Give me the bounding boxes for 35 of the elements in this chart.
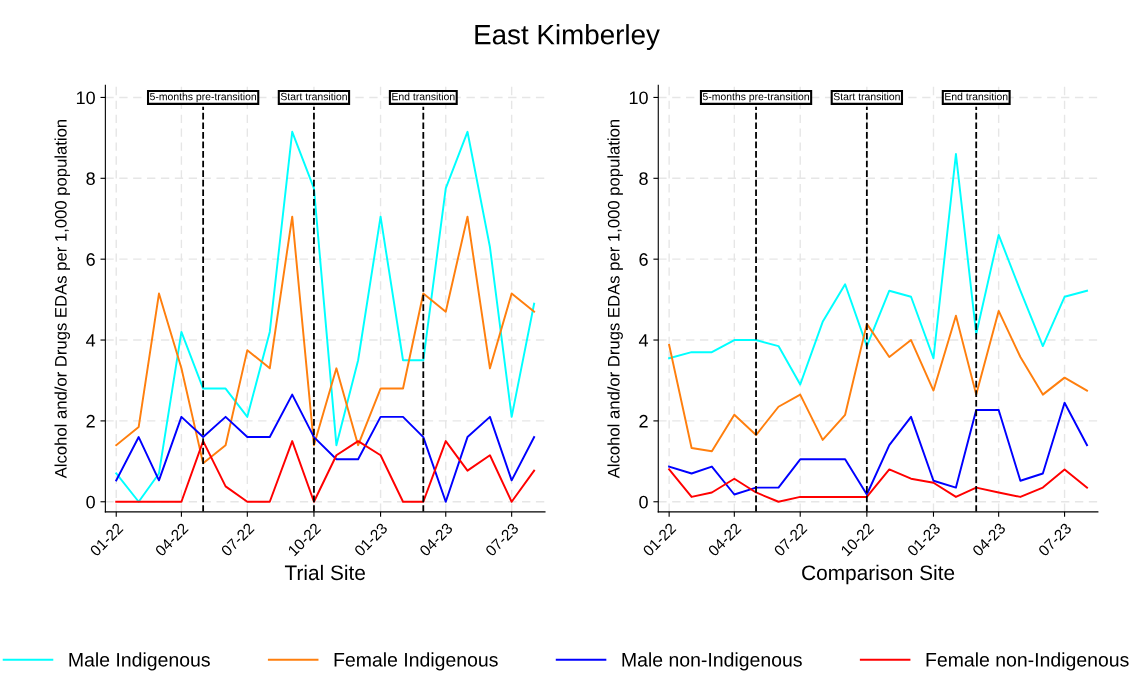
y-tick-label: 6 xyxy=(639,253,648,266)
ref-line-label: Start transition xyxy=(280,92,347,101)
y-axis-title: Alcohol and/or Drugs EDAs per 1,000 population xyxy=(607,119,623,479)
legend-label: Female Indigenous xyxy=(334,652,498,671)
y-tick-label: 0 xyxy=(639,495,648,509)
line-series xyxy=(115,130,536,503)
legend-label: Male non-Indigenous xyxy=(622,652,802,671)
y-tick-label: 8 xyxy=(639,172,648,186)
y-tick-label: 2 xyxy=(86,414,95,428)
x-axis-title: Trial Site xyxy=(284,564,365,581)
ref-line-label: End transition xyxy=(392,92,455,101)
line-series xyxy=(668,401,1088,496)
line-series xyxy=(115,393,536,503)
ref-line-label: 5-months pre-transition xyxy=(150,92,257,103)
y-tick-label: 0 xyxy=(86,495,95,509)
line-series xyxy=(115,440,536,503)
line-series xyxy=(668,309,1088,453)
line-series xyxy=(115,215,536,465)
y-tick-label: 8 xyxy=(86,172,95,186)
ref-line-label: 5-months pre-transition xyxy=(702,92,809,103)
y-tick-label: 4 xyxy=(638,334,649,347)
y-tick-label: 2 xyxy=(639,414,648,428)
legend-label: Male Indigenous xyxy=(69,652,210,671)
y-tick-label: 4 xyxy=(86,334,96,347)
x-axis-title: Comparison Site xyxy=(802,564,955,585)
line-series xyxy=(668,468,1088,503)
y-tick-label: 6 xyxy=(86,253,95,266)
ref-line-label: End transition xyxy=(945,92,1008,101)
y-tick-label: 10 xyxy=(76,91,95,105)
chart-title: East Kimberley xyxy=(475,24,660,50)
legend-label: Female non-Indigenous xyxy=(926,652,1129,671)
y-tick-label: 10 xyxy=(629,91,648,105)
y-axis-title: Alcohol and/or Drugs EDAs per 1,000 population xyxy=(54,119,71,479)
line-series xyxy=(668,153,1088,386)
ref-line-label: Start transition xyxy=(833,92,900,101)
